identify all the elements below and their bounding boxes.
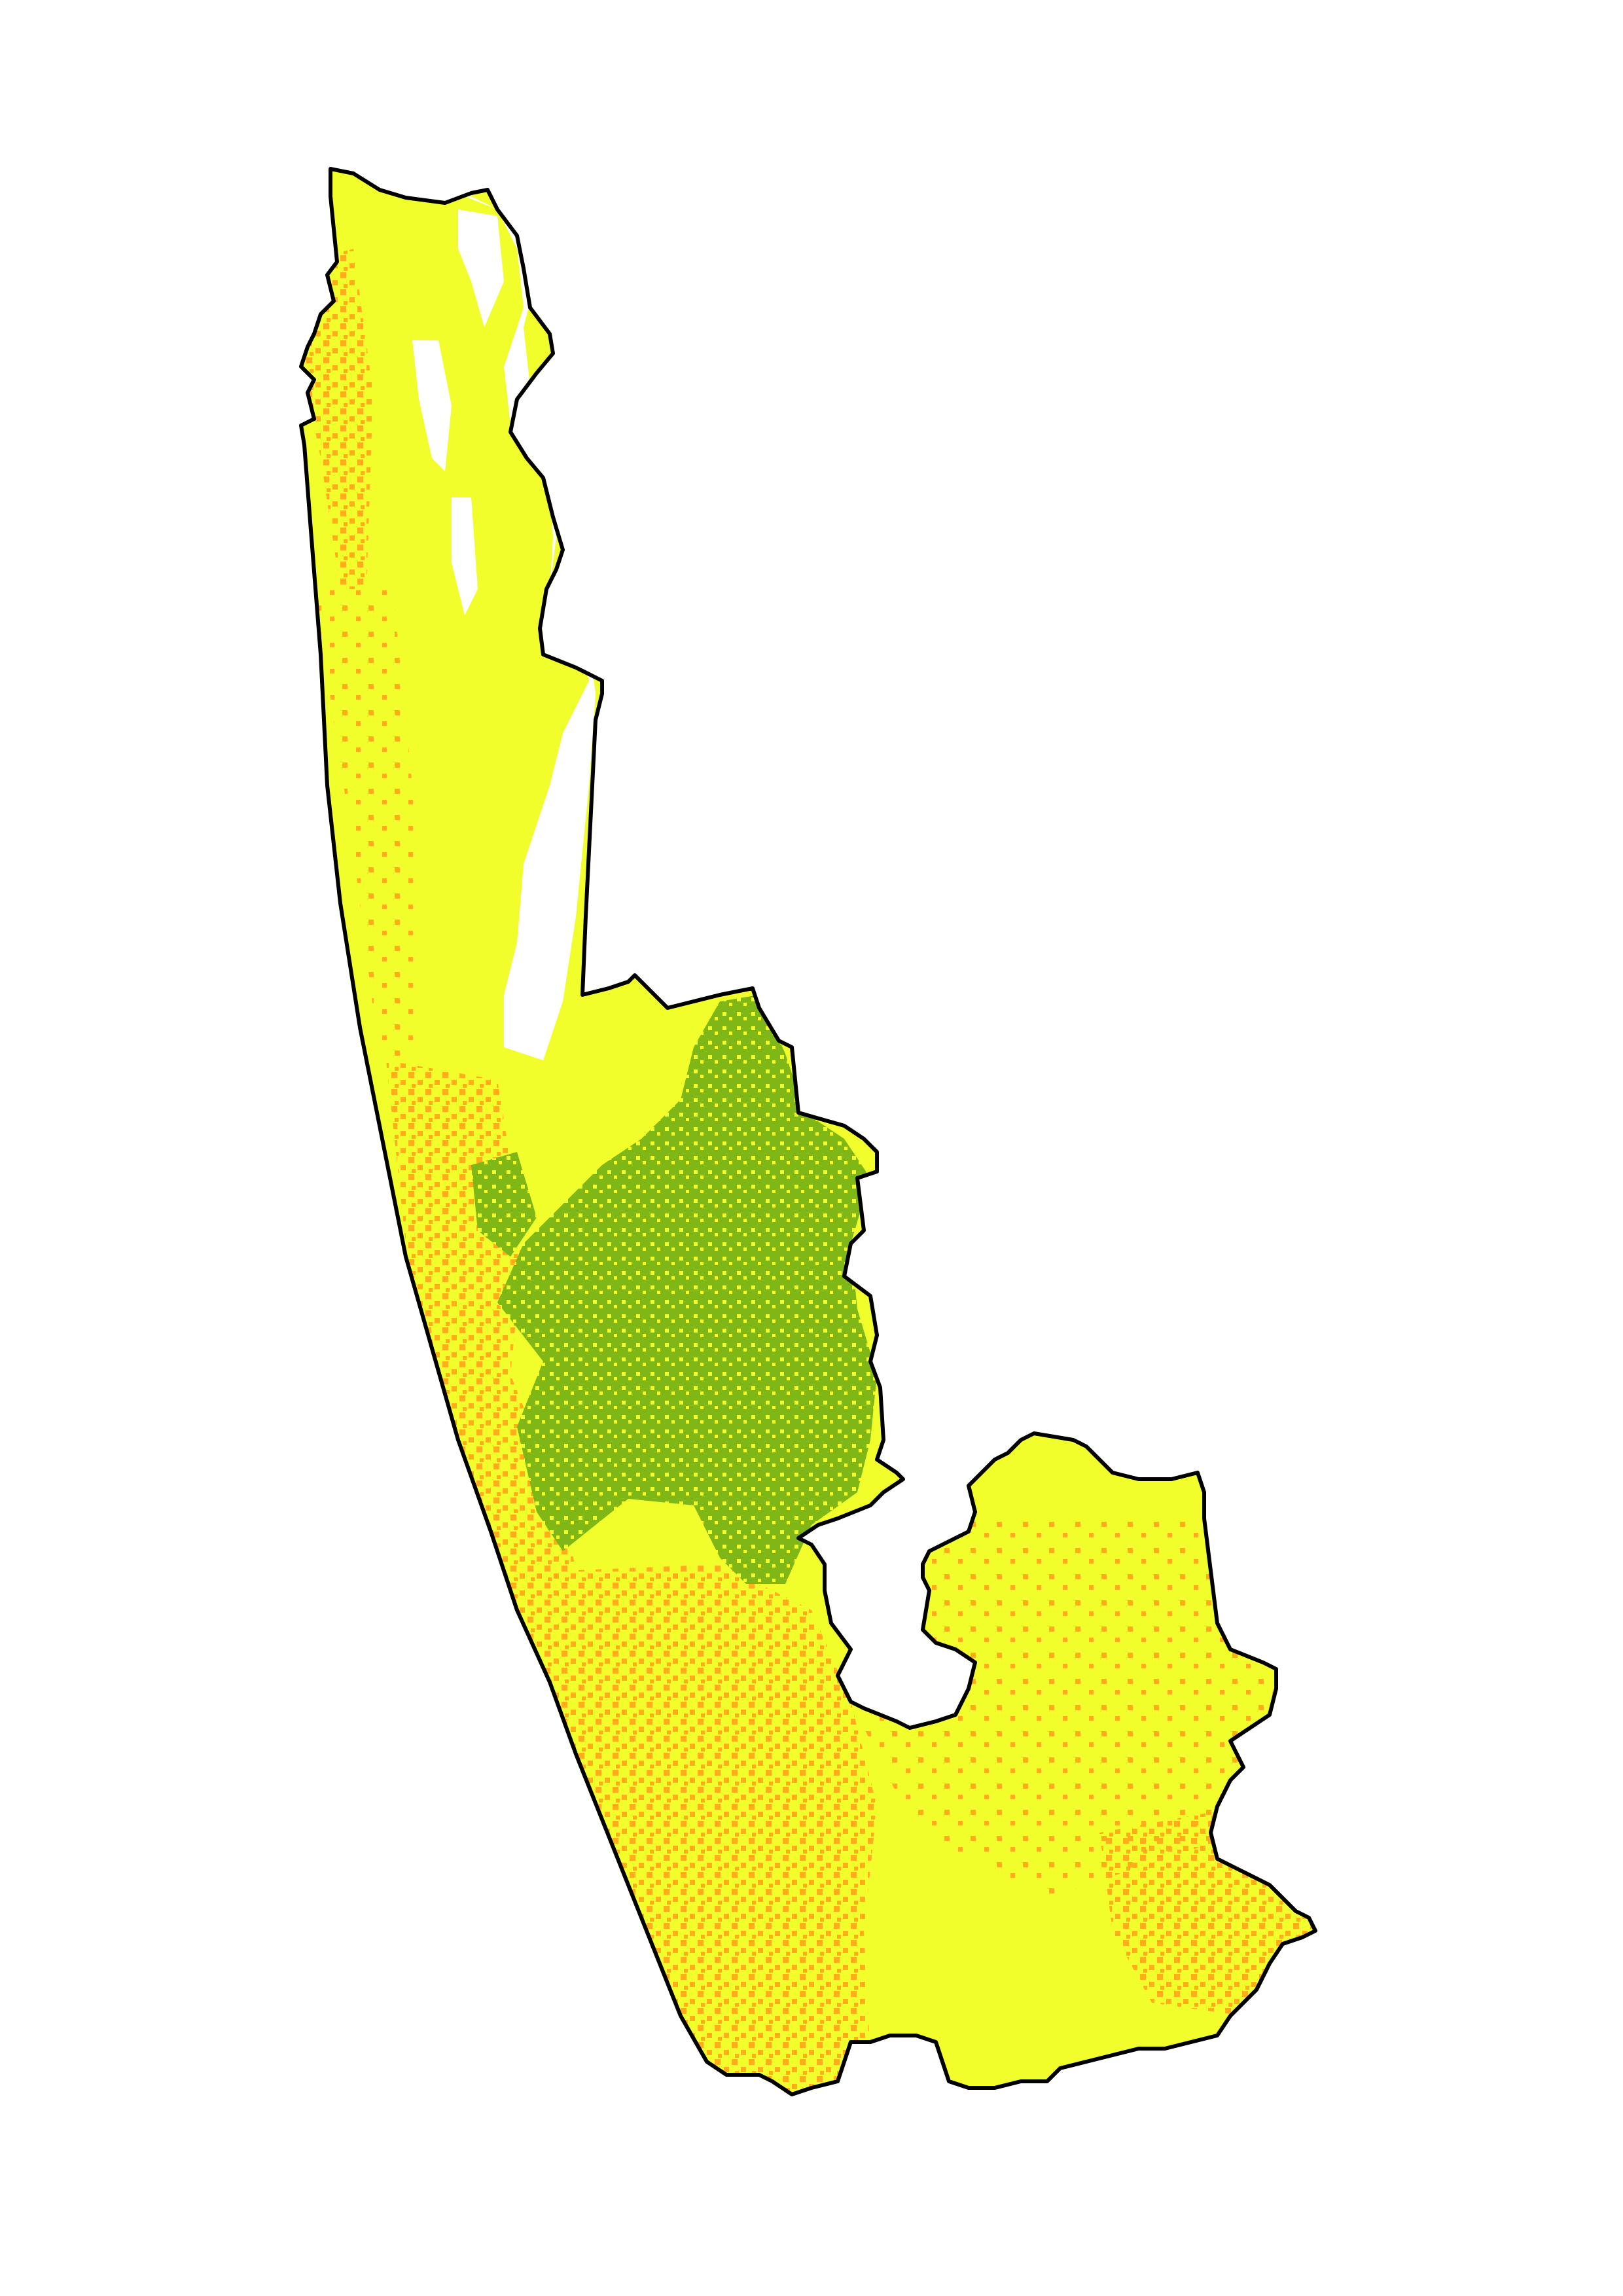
no-data-patch — [458, 209, 504, 327]
region-boundary-outline — [299, 167, 1317, 2096]
high-class-zone — [497, 995, 877, 1584]
moderate-class-coastal-zone — [301, 249, 373, 589]
moderate-class-zone — [563, 1564, 877, 2094]
high-class-patch — [471, 1152, 537, 1257]
no-data-patch — [412, 340, 452, 471]
no-data-patch — [452, 497, 478, 615]
no-data-area — [419, 196, 596, 1060]
moderate-class-scatter — [851, 1518, 1276, 1898]
moderate-class-scatter — [314, 589, 419, 1060]
